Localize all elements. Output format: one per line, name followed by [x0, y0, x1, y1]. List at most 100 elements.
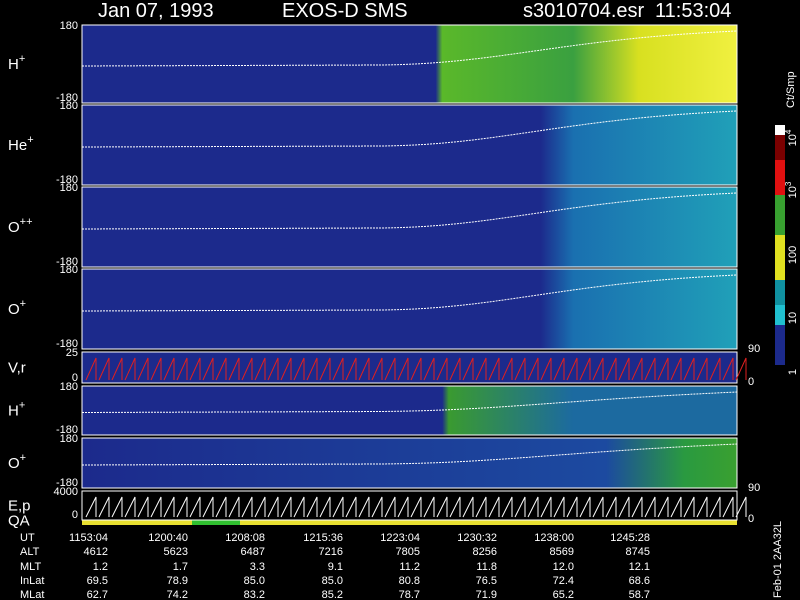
colorbar-tick-base: 100 — [787, 246, 799, 264]
colorbar-tick: 10 — [787, 312, 799, 324]
footer-value: 69.5 — [87, 575, 108, 587]
panel — [81, 490, 738, 521]
panel-label-sup: + — [19, 53, 25, 65]
colorbar-tick: 104 — [784, 129, 799, 146]
footer-value: 58.7 — [629, 589, 650, 600]
colorbar-tick-base: 10 — [787, 312, 799, 324]
y2-bottom-label: 0 — [748, 376, 754, 388]
y2-top-label: 90 — [748, 482, 760, 494]
stamp: Feb-01 2AA32L — [772, 521, 784, 598]
footer-value: 74.2 — [167, 589, 188, 600]
panel-label-text: O — [8, 455, 20, 472]
y-top-label: 4000 — [54, 486, 78, 498]
footer-value: 7216 — [319, 546, 343, 558]
footer-value: 65.2 — [553, 589, 574, 600]
file-name: s3010704.esr — [523, 0, 645, 22]
footer-row-name: ALT — [20, 546, 40, 558]
trace-line — [81, 110, 738, 148]
panel-label-sup: + — [20, 298, 26, 310]
footer-value: 12.0 — [553, 561, 574, 573]
colorbar-tick: 103 — [784, 181, 799, 198]
y-bottom-label: -180 — [56, 338, 78, 350]
footer-value: 1200:40 — [148, 532, 188, 544]
footer-row-name: MLT — [20, 561, 41, 573]
trace-line — [81, 443, 738, 466]
sweep-trace — [85, 496, 747, 518]
y-bottom-label: 0 — [72, 509, 78, 521]
footer-value: 4612 — [84, 546, 108, 558]
y-top-label: 180 — [60, 20, 78, 32]
colorbar-tick-exp: 3 — [784, 181, 793, 186]
trace-line — [81, 391, 738, 413]
y-top-label: 180 — [60, 381, 78, 393]
footer-value: 72.4 — [553, 575, 574, 587]
panel-label-sup: + — [27, 134, 33, 146]
footer-value: 1245:28 — [610, 532, 650, 544]
panel-label-text: V,r — [8, 360, 26, 377]
colorbar — [775, 125, 785, 365]
footer-value: 80.8 — [399, 575, 420, 587]
footer-value: 1208:08 — [225, 532, 265, 544]
y-bottom-label: 0 — [72, 372, 78, 384]
instrument: EXOS-D SMS — [282, 0, 408, 22]
footer-value: 85.0 — [322, 575, 343, 587]
panel-label: O++ — [8, 216, 33, 236]
footer-value: 11.8 — [476, 561, 497, 573]
y-top-label: 180 — [60, 182, 78, 194]
y-bottom-label: -180 — [56, 256, 78, 268]
y-bottom-label: -180 — [56, 477, 78, 489]
panel-label-text: H — [8, 403, 19, 420]
footer-value: 1230:32 — [457, 532, 497, 544]
sweep-trace — [85, 357, 747, 381]
footer-row-name: InLat — [20, 575, 44, 587]
panel-label-sup: + — [19, 400, 25, 412]
colorbar-tick-base: 10 — [787, 134, 799, 146]
panel-label: E,p — [8, 498, 31, 515]
footer-value: 1.7 — [173, 561, 188, 573]
footer-value: 85.0 — [244, 575, 265, 587]
footer-value: 5623 — [164, 546, 188, 558]
footer-value: 71.9 — [476, 589, 497, 600]
panel-label-sup: ++ — [20, 216, 33, 228]
panel-label: QA — [8, 513, 30, 530]
footer-value: 78.9 — [167, 575, 188, 587]
y-top-label: 25 — [66, 347, 78, 359]
y-top-label: 180 — [60, 264, 78, 276]
footer-value: 9.1 — [328, 561, 343, 573]
panel-label-text: O — [8, 301, 20, 318]
y-bottom-label: -180 — [56, 92, 78, 104]
footer-value: 8256 — [473, 546, 497, 558]
panel-label: He+ — [8, 134, 34, 154]
panel-label: H+ — [8, 53, 25, 73]
footer-value: 62.7 — [87, 589, 108, 600]
footer-row-name: UT — [20, 532, 35, 544]
footer-value: 1238:00 — [534, 532, 574, 544]
y-bottom-label: -180 — [56, 424, 78, 436]
footer-value: 83.2 — [244, 589, 265, 600]
panel — [81, 437, 738, 489]
trace-line — [81, 274, 738, 312]
footer-value: 3.3 — [250, 561, 265, 573]
date: Jan 07, 1993 — [98, 0, 214, 22]
y2-top-label: 90 — [748, 343, 760, 355]
footer-value: 1.2 — [93, 561, 108, 573]
panel — [81, 351, 738, 384]
colorbar-tick-exp: 4 — [784, 129, 793, 134]
footer-value: 7805 — [396, 546, 420, 558]
trace-line — [81, 30, 738, 67]
panel-label-text: H — [8, 56, 19, 73]
panel-label: V,r — [8, 360, 26, 377]
panel-label: O+ — [8, 298, 26, 318]
y2-bottom-label: 0 — [748, 513, 754, 525]
panel-label: H+ — [8, 400, 25, 420]
panel-label-text: O — [8, 219, 20, 236]
footer-value: 6487 — [241, 546, 265, 558]
colorbar-tick: 1 — [787, 369, 799, 375]
footer-value: 8569 — [550, 546, 574, 558]
colorbar-tick-base: 10 — [787, 186, 799, 198]
panel-label-sup: + — [20, 452, 26, 464]
footer-value: 1153:04 — [69, 532, 108, 544]
panel-label-text: He — [8, 137, 27, 154]
